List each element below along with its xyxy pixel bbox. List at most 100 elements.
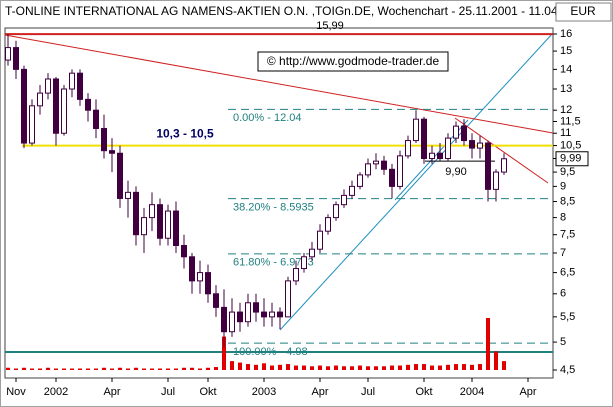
plot-frame [4, 27, 554, 379]
volume-bar [174, 368, 178, 370]
x-tick-label: Jul [361, 386, 375, 398]
zone-label: 10,3 - 10,5 [156, 127, 214, 141]
volume-bar [230, 361, 234, 370]
y-tick-label: 11,5 [560, 115, 581, 127]
volume-bar [494, 351, 498, 370]
candle-body [13, 47, 19, 70]
volume-bar [94, 368, 98, 370]
candle-body [205, 272, 211, 295]
candle-body [469, 140, 475, 149]
candle-body [485, 142, 491, 190]
candle-body [413, 118, 419, 142]
downtrend-line [454, 117, 549, 184]
y-tick-label: 6,5 [560, 267, 575, 279]
candle-body [437, 152, 443, 159]
candle-body [381, 160, 387, 170]
candle-body [261, 311, 267, 318]
candle-body [501, 158, 507, 173]
volume-bar [206, 367, 210, 370]
x-tick-label: 2002 [44, 386, 68, 398]
x-tick-label: Nov [6, 386, 26, 398]
volume-bar [14, 368, 18, 370]
volume-bar [486, 318, 490, 370]
candle-body [349, 185, 355, 196]
candle-body [69, 72, 75, 90]
candle-body [429, 152, 435, 159]
volume-bar [342, 366, 346, 370]
y-tick-label: 8 [560, 212, 566, 224]
y-tick-label: 16 [560, 28, 572, 40]
volume-bar [22, 367, 26, 370]
volume-bar [62, 368, 66, 370]
volume-bar [414, 364, 418, 370]
candle-body [29, 105, 35, 144]
volume-bar [398, 365, 402, 370]
resistance-label: 15,99 [316, 20, 344, 32]
candle-body [389, 168, 395, 187]
volume-bar [6, 367, 10, 370]
candle-body [173, 210, 179, 247]
volume-bar [350, 366, 354, 370]
candle-body [365, 163, 371, 176]
volume-bar [110, 368, 114, 370]
candle-body [245, 302, 251, 323]
candle-body [397, 155, 403, 187]
volume-bar [182, 367, 186, 370]
volume-bar [270, 365, 274, 370]
volume-bar [406, 364, 410, 370]
last-price-box [555, 151, 589, 167]
volume-bar [430, 365, 434, 370]
candle-body [333, 204, 339, 219]
x-tick-label: Apr [103, 386, 120, 398]
candle-body [301, 256, 307, 270]
volume-bar [366, 366, 370, 370]
volume-bar [302, 365, 306, 370]
candle-body [61, 88, 67, 134]
candle-body [213, 293, 219, 308]
candle-body [165, 210, 171, 239]
fibonacci-label: 100.00% - 4.98 [233, 346, 308, 358]
candle-body [341, 194, 347, 206]
candle-body [125, 191, 131, 199]
fibonacci-label: 0.00% - 12.04 [233, 112, 302, 124]
candle-body [461, 125, 467, 142]
y-tick-label: 6 [560, 288, 566, 300]
chart-title: T-ONLINE INTERNATIONAL AG NAMENS-AKTIEN … [5, 4, 588, 18]
y-tick-label: 14 [560, 63, 572, 75]
x-tick-label: Jul [161, 386, 175, 398]
volume-bar [78, 368, 82, 370]
volume-bar [198, 368, 202, 370]
volume-bar [54, 368, 58, 370]
fibonacci-label: 61.80% - 6.9773 [233, 257, 314, 269]
watermark-box [257, 51, 449, 72]
y-tick-label: 8,5 [560, 195, 575, 207]
support-label: 9,90 [445, 166, 466, 178]
fibonacci-label: 38.20% - 8.5935 [233, 202, 314, 214]
y-tick-label: 13 [560, 83, 572, 95]
volume-bar [446, 364, 450, 370]
x-tick-label: 2003 [252, 386, 276, 398]
volume-bar [86, 368, 90, 370]
volume-bar [334, 365, 338, 370]
candle-body [21, 68, 27, 144]
candle-body [317, 230, 323, 250]
y-tick-label: 12 [560, 104, 572, 116]
volume-bar [470, 364, 474, 370]
volume-bar [278, 364, 282, 370]
candle-body [277, 311, 283, 318]
volume-bar [318, 365, 322, 370]
volume-bar [126, 368, 130, 370]
volume-bar [310, 366, 314, 370]
volume-bar [294, 365, 298, 370]
candle-body [373, 160, 379, 165]
candle-body [293, 268, 299, 282]
y-tick-label: 7,5 [560, 229, 575, 241]
downtrend-line [4, 34, 554, 134]
volume-bar [30, 368, 34, 370]
candle-body [181, 245, 187, 258]
x-tick-label: Apr [519, 386, 536, 398]
candle-body [493, 171, 499, 190]
candle-body [93, 109, 99, 129]
volume-bar [502, 361, 506, 370]
